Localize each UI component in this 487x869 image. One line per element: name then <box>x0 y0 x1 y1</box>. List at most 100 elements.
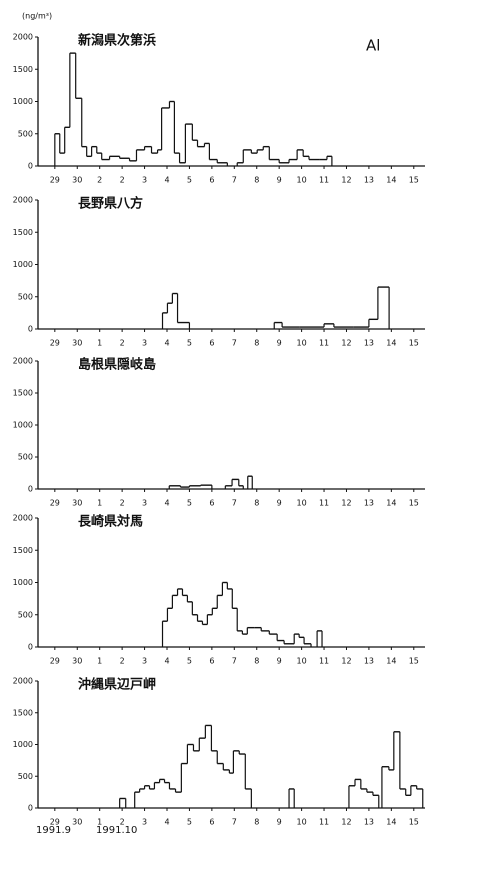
x-tick-label: 8 <box>254 657 259 666</box>
x-tick-label: 15 <box>409 499 419 508</box>
x-tick-label: 15 <box>409 818 419 827</box>
y-tick-label: 1500 <box>13 708 33 717</box>
x-tick-label: 13 <box>364 176 374 185</box>
x-tick-label: 13 <box>364 818 374 827</box>
x-tick-label: 5 <box>187 499 192 508</box>
x-tick-label: 2 <box>120 339 125 348</box>
x-tick-label: 6 <box>209 176 214 185</box>
panel-title: 長野県八方 <box>78 196 143 212</box>
y-tick-label: 2000 <box>13 357 33 366</box>
x-tick-label: 6 <box>209 499 214 508</box>
x-tick-label: 4 <box>164 818 169 827</box>
x-tick-label: 30 <box>72 339 82 348</box>
x-tick-label: 29 <box>50 657 60 666</box>
y-tick-label: 1000 <box>13 260 33 269</box>
x-tick-label: 30 <box>72 657 82 666</box>
x-tick-label: 1 <box>97 657 102 666</box>
y-tick-label: 500 <box>18 453 33 462</box>
x-tick-label: 9 <box>277 339 282 348</box>
x-tick-label: 10 <box>297 176 307 185</box>
x-tick-label: 3 <box>142 339 147 348</box>
x-tick-label: 29 <box>50 818 60 827</box>
x-tick-label: 15 <box>409 657 419 666</box>
element-label: Al <box>366 37 380 55</box>
x-tick-label: 4 <box>164 657 169 666</box>
x-tick-label: 30 <box>72 499 82 508</box>
x-tick-label: 14 <box>386 339 396 348</box>
x-tick-label: 7 <box>232 339 237 348</box>
x-tick-label: 11 <box>319 176 329 185</box>
x-tick-label: 7 <box>232 818 237 827</box>
y-tick-label: 1000 <box>13 97 33 106</box>
x-tick-label: 6 <box>209 818 214 827</box>
x-tick-label: 12 <box>341 339 351 348</box>
y-tick-label: 1000 <box>13 578 33 587</box>
y-tick-label: 0 <box>28 643 33 652</box>
x-tick-label: 2 <box>120 176 125 185</box>
x-tick-label: 6 <box>209 657 214 666</box>
x-tick-label: 5 <box>187 657 192 666</box>
x-tick-label: 2 <box>120 657 125 666</box>
y-tick-label: 1000 <box>13 421 33 430</box>
panel-title: 長崎県対馬 <box>78 514 143 530</box>
x-tick-label: 2 <box>120 499 125 508</box>
x-tick-label: 7 <box>232 499 237 508</box>
x-tick-label: 13 <box>364 657 374 666</box>
y-tick-label: 1500 <box>13 65 33 74</box>
x-tick-label: 13 <box>364 339 374 348</box>
y-tick-label: 500 <box>18 772 33 781</box>
y-tick-label: 0 <box>28 325 33 334</box>
y-tick-label: 0 <box>28 162 33 171</box>
x-tick-label: 11 <box>319 657 329 666</box>
x-tick-label: 5 <box>187 176 192 185</box>
x-tick-label: 15 <box>409 176 419 185</box>
y-tick-label: 2000 <box>13 196 33 205</box>
y-tick-label: 2000 <box>13 33 33 42</box>
x-tick-label: 2 <box>120 818 125 827</box>
x-tick-label: 14 <box>386 818 396 827</box>
x-tick-label: 12 <box>341 176 351 185</box>
x-tick-label: 5 <box>187 339 192 348</box>
x-tick-label: 30 <box>72 818 82 827</box>
y-tick-label: 2000 <box>13 677 33 686</box>
y-tick-label: 500 <box>18 129 33 138</box>
unit-label: (ng/m³) <box>22 12 52 21</box>
x-tick-label: 12 <box>341 499 351 508</box>
panel-title: 島根県隠岐島 <box>78 357 156 373</box>
x-tick-label: 5 <box>187 818 192 827</box>
x-tick-label: 8 <box>254 499 259 508</box>
x-tick-label: 9 <box>277 818 282 827</box>
x-tick-label: 9 <box>277 176 282 185</box>
x-tick-label: 29 <box>50 499 60 508</box>
x-tick-label: 4 <box>164 499 169 508</box>
y-tick-label: 1500 <box>13 389 33 398</box>
x-tick-label: 7 <box>232 176 237 185</box>
y-tick-label: 1000 <box>13 740 33 749</box>
panel-title: 新潟県次第浜 <box>78 33 156 49</box>
x-tick-label: 10 <box>297 818 307 827</box>
x-tick-label: 7 <box>232 657 237 666</box>
x-tick-label: 3 <box>142 176 147 185</box>
x-tick-label: 3 <box>142 657 147 666</box>
x-tick-label: 1 <box>97 499 102 508</box>
x-tick-label: 14 <box>386 176 396 185</box>
x-tick-label: 1 <box>97 339 102 348</box>
x-tick-label: 9 <box>277 657 282 666</box>
x-tick-label: 10 <box>297 499 307 508</box>
y-tick-label: 0 <box>28 485 33 494</box>
y-tick-label: 2000 <box>13 514 33 523</box>
panel-title: 沖縄県辺戸岬 <box>78 677 156 693</box>
y-tick-label: 500 <box>18 610 33 619</box>
start-label: 1991.9 <box>36 825 71 836</box>
end-label: 1991.10 <box>96 825 137 836</box>
y-tick-label: 0 <box>28 804 33 813</box>
x-tick-label: 29 <box>50 176 60 185</box>
y-tick-label: 1500 <box>13 546 33 555</box>
x-tick-label: 8 <box>254 176 259 185</box>
x-tick-label: 8 <box>254 818 259 827</box>
x-tick-label: 14 <box>386 499 396 508</box>
x-tick-label: 15 <box>409 339 419 348</box>
x-tick-label: 4 <box>164 176 169 185</box>
x-tick-label: 8 <box>254 339 259 348</box>
